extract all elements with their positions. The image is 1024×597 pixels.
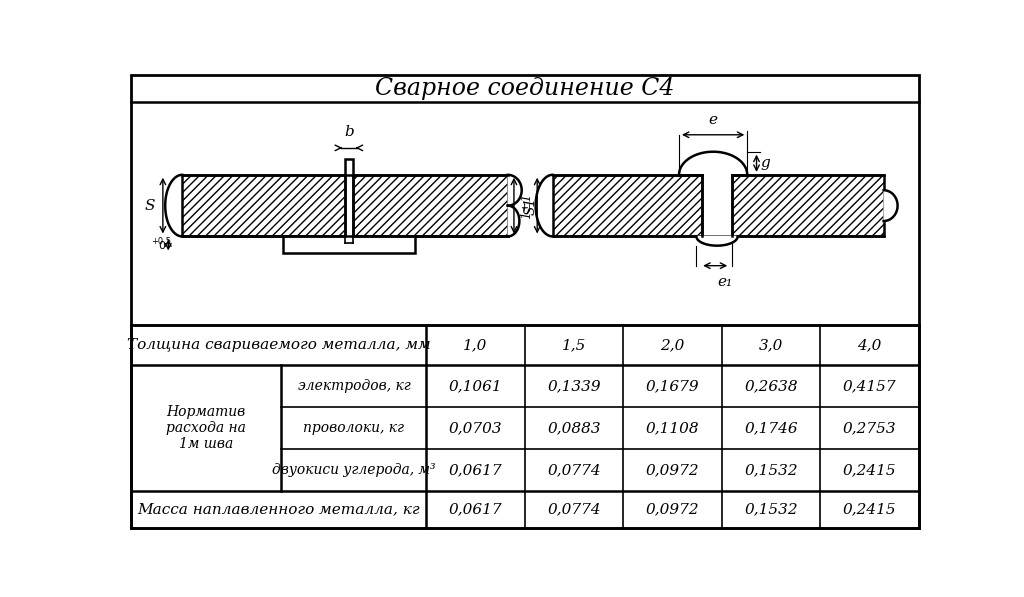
Text: 0,0617: 0,0617 <box>449 463 503 477</box>
Text: 0,2415: 0,2415 <box>843 463 896 477</box>
Text: +0,5: +0,5 <box>152 236 171 245</box>
Text: Норматив
расхода на
1м шва: Норматив расхода на 1м шва <box>166 405 246 451</box>
Text: S: S <box>144 199 155 213</box>
Text: g: g <box>761 156 770 170</box>
Text: электродов, кг: электродов, кг <box>298 379 411 393</box>
Text: 0,4157: 0,4157 <box>843 379 896 393</box>
Text: Толщина свариваемого металла, мм: Толщина свариваемого металла, мм <box>127 338 430 352</box>
Text: e₁: e₁ <box>717 275 732 289</box>
Text: 0,0972: 0,0972 <box>645 503 699 517</box>
Text: 0,1746: 0,1746 <box>744 421 798 435</box>
Bar <box>182 175 345 236</box>
Bar <box>732 175 884 236</box>
Text: b: b <box>344 125 353 139</box>
Text: 0: 0 <box>158 241 165 251</box>
Text: 0,0703: 0,0703 <box>449 421 503 435</box>
Text: 0,1108: 0,1108 <box>645 421 699 435</box>
Bar <box>352 175 508 236</box>
Text: 0,0972: 0,0972 <box>645 463 699 477</box>
Text: 0,0774: 0,0774 <box>547 503 601 517</box>
Text: Масса наплавленного металла, кг: Масса наплавленного металла, кг <box>137 503 420 517</box>
Polygon shape <box>696 236 737 245</box>
Text: 0,2638: 0,2638 <box>744 379 798 393</box>
Text: двуокиси углерода, м³: двуокиси углерода, м³ <box>272 463 436 477</box>
Text: 0,0774: 0,0774 <box>547 463 601 477</box>
Text: 0,2753: 0,2753 <box>843 421 896 435</box>
Text: проволоки, кг: проволоки, кг <box>303 421 404 435</box>
Text: 1,5: 1,5 <box>562 338 586 352</box>
Text: 0,0883: 0,0883 <box>547 421 601 435</box>
Text: e: e <box>709 113 718 127</box>
Text: 0,1532: 0,1532 <box>744 503 798 517</box>
Text: 1,0: 1,0 <box>464 338 487 352</box>
Text: 0,2415: 0,2415 <box>843 503 896 517</box>
Text: 0,1061: 0,1061 <box>449 379 503 393</box>
Text: 2,0: 2,0 <box>660 338 685 352</box>
Bar <box>283 236 415 253</box>
Text: 3,0: 3,0 <box>759 338 783 352</box>
Text: 4,0: 4,0 <box>857 338 882 352</box>
Text: 0,1679: 0,1679 <box>645 379 699 393</box>
Bar <box>553 175 702 236</box>
Text: Сварное соединение С4: Сварное соединение С4 <box>375 76 675 100</box>
Text: S1: S1 <box>523 196 538 215</box>
Text: 0,0617: 0,0617 <box>449 503 503 517</box>
Text: 0,1339: 0,1339 <box>547 379 601 393</box>
Bar <box>345 159 352 175</box>
Text: 0,1532: 0,1532 <box>744 463 798 477</box>
Text: 1±1: 1±1 <box>520 192 534 219</box>
